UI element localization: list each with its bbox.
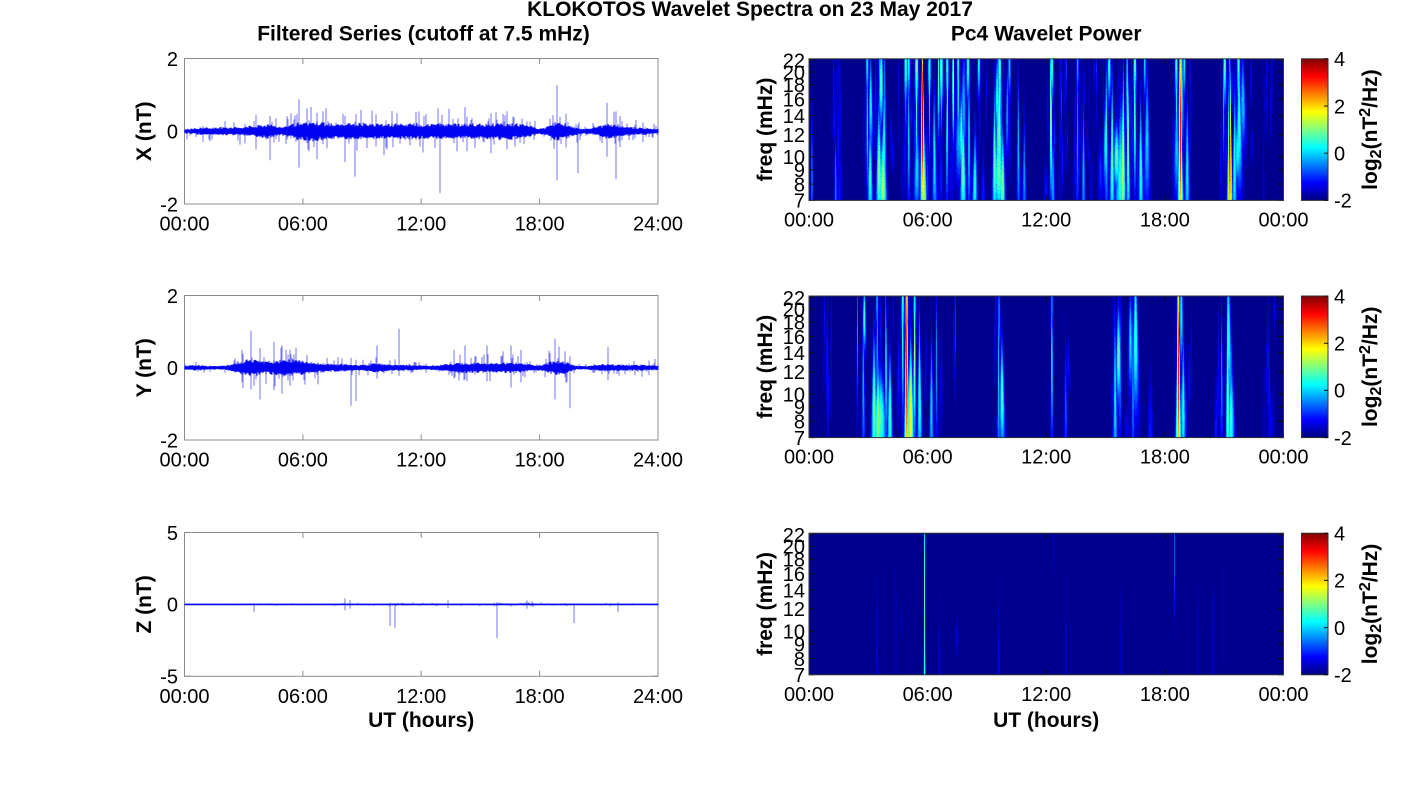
svg-text:log2(nT2/Hz): log2(nT2/Hz) [1357, 69, 1385, 189]
svg-text:-2: -2 [1334, 191, 1352, 213]
svg-text:12: 12 [783, 599, 805, 621]
svg-text:22: 22 [783, 51, 805, 73]
svg-text:2: 2 [1334, 96, 1345, 118]
svg-text:18: 18 [783, 550, 805, 572]
svg-text:-5: -5 [160, 667, 178, 689]
svg-text:0: 0 [167, 122, 178, 144]
svg-text:12:00: 12:00 [1021, 447, 1071, 469]
svg-text:00:00: 00:00 [784, 684, 834, 706]
svg-text:22: 22 [783, 288, 805, 310]
svg-text:8: 8 [794, 649, 805, 671]
svg-text:00:00: 00:00 [784, 447, 834, 469]
svg-text:9: 9 [794, 397, 805, 419]
svg-text:freq (mHz): freq (mHz) [754, 78, 777, 182]
svg-text:10: 10 [783, 147, 805, 169]
svg-text:14: 14 [783, 580, 805, 602]
svg-text:24:00: 24:00 [633, 686, 683, 708]
svg-text:UT (hours): UT (hours) [993, 709, 1099, 732]
svg-text:Z (nT): Z (nT) [133, 575, 156, 633]
svg-text:KLOKOTOS Wavelet Spectra on 23: KLOKOTOS Wavelet Spectra on 23 May 2017 [527, 0, 973, 21]
svg-text:UT (hours): UT (hours) [368, 709, 474, 732]
svg-text:7: 7 [794, 428, 805, 450]
svg-text:12: 12 [783, 362, 805, 384]
svg-text:12:00: 12:00 [396, 214, 446, 236]
svg-text:14: 14 [783, 106, 805, 128]
svg-text:00:00: 00:00 [1258, 684, 1308, 706]
svg-text:18: 18 [783, 312, 805, 334]
svg-text:00:00: 00:00 [159, 450, 209, 472]
svg-text:18:00: 18:00 [1140, 684, 1190, 706]
svg-text:24:00: 24:00 [633, 450, 683, 472]
svg-text:20: 20 [783, 62, 805, 84]
svg-text:18:00: 18:00 [515, 214, 565, 236]
svg-text:22: 22 [783, 525, 805, 547]
svg-text:Y (nT): Y (nT) [133, 338, 156, 397]
svg-text:18:00: 18:00 [1140, 447, 1190, 469]
svg-text:4: 4 [1334, 49, 1345, 71]
svg-text:06:00: 06:00 [903, 209, 953, 231]
svg-text:7: 7 [794, 665, 805, 687]
svg-text:0: 0 [1334, 618, 1345, 640]
svg-text:06:00: 06:00 [903, 447, 953, 469]
svg-text:0: 0 [1334, 381, 1345, 403]
svg-text:8: 8 [794, 174, 805, 196]
svg-text:log2(nT2/Hz): log2(nT2/Hz) [1357, 307, 1385, 427]
svg-text:12:00: 12:00 [1021, 209, 1071, 231]
svg-text:12:00: 12:00 [1021, 684, 1071, 706]
svg-text:10: 10 [783, 622, 805, 644]
svg-text:Pc4 Wavelet Power: Pc4 Wavelet Power [951, 22, 1142, 45]
svg-text:06:00: 06:00 [903, 684, 953, 706]
svg-text:8: 8 [794, 412, 805, 434]
svg-text:00:00: 00:00 [159, 214, 209, 236]
svg-text:00:00: 00:00 [784, 209, 834, 231]
svg-text:log2(nT2/Hz): log2(nT2/Hz) [1357, 544, 1385, 664]
svg-text:4: 4 [1334, 286, 1345, 308]
svg-text:14: 14 [783, 343, 805, 365]
svg-text:0: 0 [167, 595, 178, 617]
svg-text:9: 9 [794, 634, 805, 656]
svg-text:2: 2 [1334, 334, 1345, 356]
svg-text:0: 0 [167, 358, 178, 380]
svg-text:06:00: 06:00 [278, 450, 328, 472]
svg-text:7: 7 [794, 191, 805, 213]
svg-text:-2: -2 [1334, 428, 1352, 450]
svg-text:20: 20 [783, 537, 805, 559]
svg-text:12:00: 12:00 [396, 686, 446, 708]
svg-text:4: 4 [1334, 524, 1345, 546]
svg-text:06:00: 06:00 [278, 686, 328, 708]
svg-text:0: 0 [1334, 144, 1345, 166]
svg-text:-2: -2 [1334, 665, 1352, 687]
svg-text:20: 20 [783, 300, 805, 322]
svg-text:-2: -2 [160, 430, 178, 452]
svg-text:16: 16 [783, 327, 805, 349]
svg-text:00:00: 00:00 [1258, 447, 1308, 469]
svg-text:00:00: 00:00 [1258, 209, 1308, 231]
svg-text:X (nT): X (nT) [133, 101, 156, 160]
svg-text:18:00: 18:00 [515, 686, 565, 708]
svg-text:freq (mHz): freq (mHz) [754, 552, 777, 656]
svg-text:5: 5 [167, 523, 178, 545]
svg-text:24:00: 24:00 [633, 214, 683, 236]
svg-text:12:00: 12:00 [396, 450, 446, 472]
svg-text:2: 2 [167, 49, 178, 71]
svg-text:18:00: 18:00 [515, 450, 565, 472]
svg-text:00:00: 00:00 [159, 686, 209, 708]
svg-text:18: 18 [783, 75, 805, 97]
svg-text:freq (mHz): freq (mHz) [754, 315, 777, 419]
svg-text:16: 16 [783, 90, 805, 112]
svg-text:9: 9 [794, 160, 805, 182]
svg-text:18:00: 18:00 [1140, 209, 1190, 231]
svg-text:Filtered Series (cutoff at 7.5: Filtered Series (cutoff at 7.5 mHz) [257, 22, 590, 45]
svg-text:12: 12 [783, 125, 805, 147]
svg-text:10: 10 [783, 384, 805, 406]
svg-text:2: 2 [167, 286, 178, 308]
svg-text:16: 16 [783, 564, 805, 586]
svg-text:06:00: 06:00 [278, 214, 328, 236]
svg-text:-2: -2 [160, 194, 178, 216]
svg-text:2: 2 [1334, 571, 1345, 593]
